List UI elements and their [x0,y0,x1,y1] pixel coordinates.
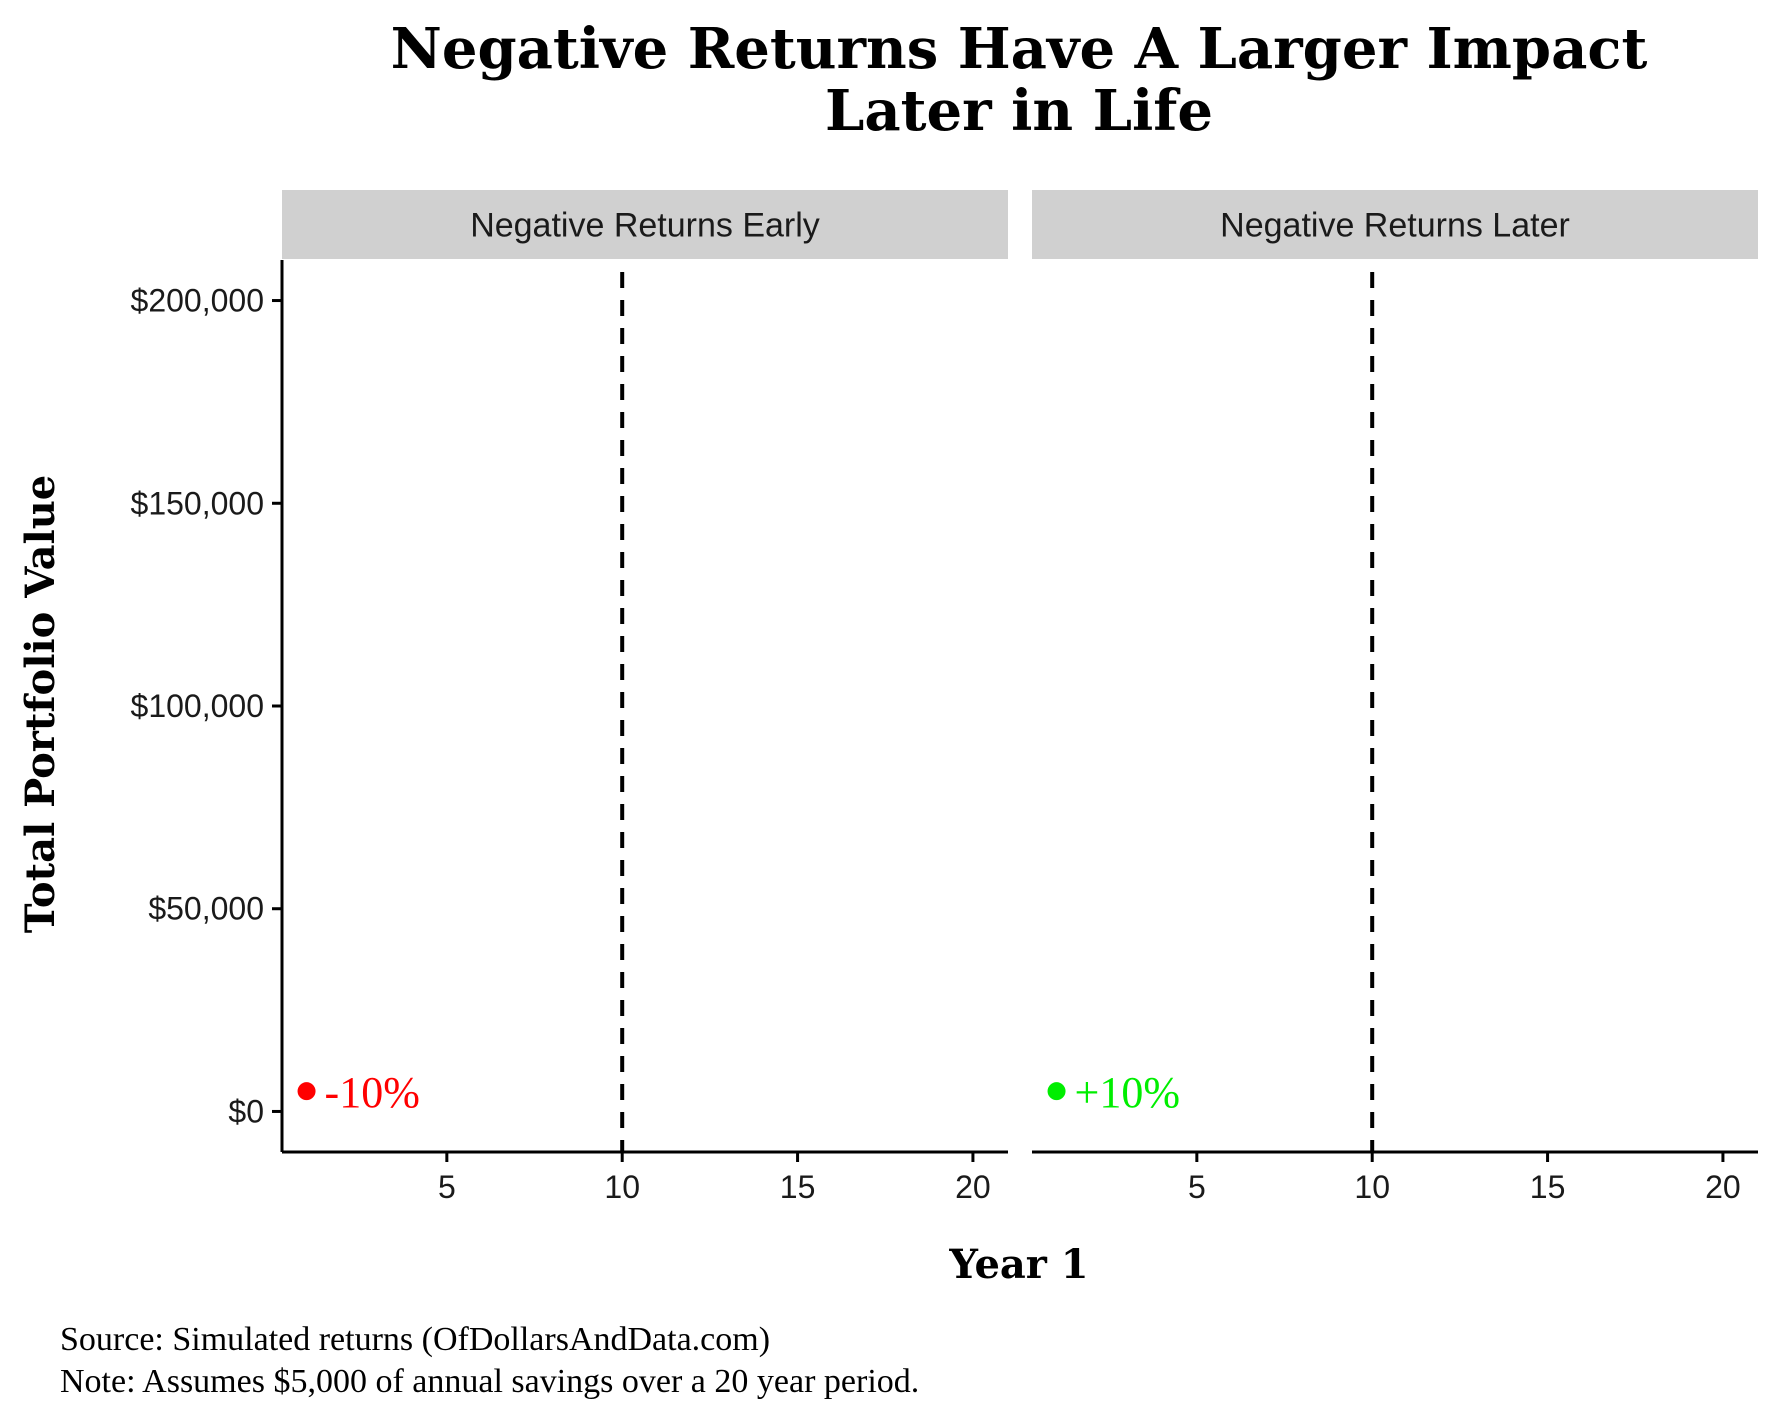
chart-title-line-2: Later in Life [825,78,1213,144]
y-axis-title: Total Portfolio Value [17,475,64,934]
x-tick-label: 5 [1188,1169,1206,1205]
source-caption: Source: Simulated returns (OfDollarsAndD… [60,1321,770,1358]
data-point-label: -10% [325,1068,420,1117]
facet-panel: Negative Returns Early 5 10 15 20 -10% [280,190,1008,1205]
facet-panel: Negative Returns Later 5 10 15 20 +10% [1032,190,1758,1205]
data-point-label: +10% [1075,1068,1180,1117]
data-point [1047,1082,1066,1101]
facet-strip-label: Negative Returns Early [470,207,820,245]
x-tick-label: 5 [438,1169,456,1205]
facet-strip [1032,190,1758,259]
x-tick-label: 20 [1705,1169,1741,1205]
facet-strip-label: Negative Returns Later [1220,207,1570,245]
y-tick-label: $200,000 [131,283,264,319]
y-axis: $0 $50,000 $100,000 $150,000 $200,000 [131,283,282,1129]
y-tick-label: $150,000 [131,485,264,521]
x-tick-label: 20 [955,1169,991,1205]
facet-strip [282,190,1008,259]
x-tick-label: 15 [780,1169,816,1205]
note-caption: Note: Assumes $5,000 of annual savings o… [60,1363,919,1400]
x-tick-label: 15 [1530,1169,1566,1205]
y-tick-label: $100,000 [131,688,264,724]
x-axis-title: Year 1 [948,1241,1088,1288]
data-point [297,1082,316,1101]
x-tick-label: 10 [604,1169,640,1205]
y-tick-label: $50,000 [148,891,264,927]
x-tick-label: 10 [1354,1169,1390,1205]
y-tick-label: $0 [228,1093,264,1129]
chart-title-line-1: Negative Returns Have A Larger Impact [391,16,1648,82]
